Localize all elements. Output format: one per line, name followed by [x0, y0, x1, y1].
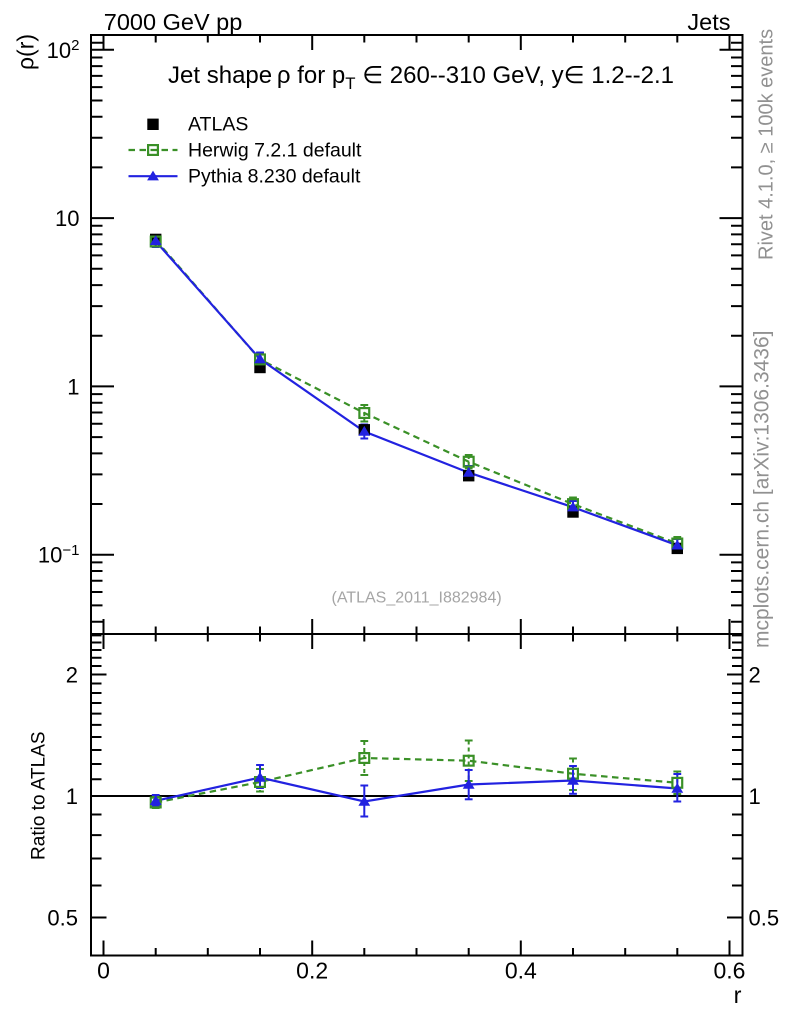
svg-text:0: 0 [97, 957, 110, 983]
svg-text:2: 2 [66, 663, 78, 688]
svg-text:1: 1 [67, 374, 79, 399]
svg-text:ρ(r): ρ(r) [13, 34, 39, 70]
svg-text:Jets: Jets [687, 9, 730, 35]
svg-text:0.4: 0.4 [505, 957, 537, 983]
svg-text:Ratio to ATLAS: Ratio to ATLAS [29, 731, 50, 860]
svg-text:0.5: 0.5 [749, 905, 780, 930]
svg-text:7000 GeV pp: 7000 GeV pp [104, 9, 243, 35]
svg-text:102: 102 [47, 37, 80, 63]
svg-text:r: r [734, 982, 742, 1008]
svg-text:0.5: 0.5 [47, 905, 78, 930]
svg-text:mcplots.cern.ch [arXiv:1306.34: mcplots.cern.ch [arXiv:1306.3436] [751, 330, 774, 648]
svg-text:Jet shape ρ for pT ∈ 260--310: Jet shape ρ for pT ∈ 260--310 GeV, y∈ 1.… [168, 62, 674, 93]
svg-text:ATLAS: ATLAS [188, 114, 248, 136]
svg-text:Rivet 4.1.0, ≥ 100k events: Rivet 4.1.0, ≥ 100k events [756, 29, 778, 260]
svg-text:(ATLAS_2011_I882984): (ATLAS_2011_I882984) [331, 590, 501, 607]
svg-text:1: 1 [66, 784, 78, 809]
svg-text:1: 1 [749, 784, 761, 809]
svg-text:2: 2 [749, 663, 761, 688]
svg-text:10: 10 [55, 206, 79, 231]
svg-text:0.6: 0.6 [714, 957, 746, 983]
svg-text:Herwig 7.2.1 default: Herwig 7.2.1 default [188, 140, 362, 162]
svg-text:0.2: 0.2 [296, 957, 328, 983]
svg-text:Pythia 8.230 default: Pythia 8.230 default [188, 165, 361, 187]
